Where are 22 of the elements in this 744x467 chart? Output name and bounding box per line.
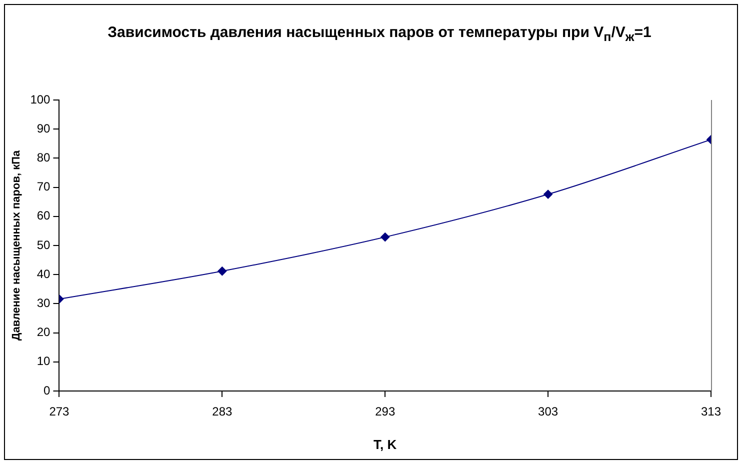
x-tick-label: 313: [700, 404, 722, 419]
point: [544, 190, 553, 199]
y-tick-label: 0: [44, 383, 51, 398]
y-tick-label: 70: [36, 180, 51, 194]
y-tick-label: 10: [36, 354, 51, 368]
x-tick-label: 273: [49, 404, 70, 419]
y-tick-label: 50: [36, 238, 51, 252]
y-axis-title: Давление насыщенных паров, кПа: [10, 150, 23, 341]
y-tick-label: 90: [36, 121, 51, 136]
point: [380, 232, 390, 242]
chart-title: Зависимость давления насыщенных паров от температуры при V$_{п}$/V$_{ж}$=1: [106, 23, 652, 46]
y-tick-label: 80: [36, 150, 51, 165]
x-tick-label: 283: [212, 404, 232, 419]
y-tick-label: 20: [36, 325, 51, 340]
y-tick-label: 30: [36, 296, 51, 310]
x-tick-label: 303: [538, 404, 558, 419]
y-tick-label: 100: [30, 92, 51, 106]
point: [218, 266, 227, 276]
x-tick-label: 293: [375, 404, 396, 419]
y-tick-label: 40: [36, 266, 51, 281]
x-axis-title: T, K: [374, 436, 398, 452]
y-tick-label: 60: [36, 208, 51, 223]
